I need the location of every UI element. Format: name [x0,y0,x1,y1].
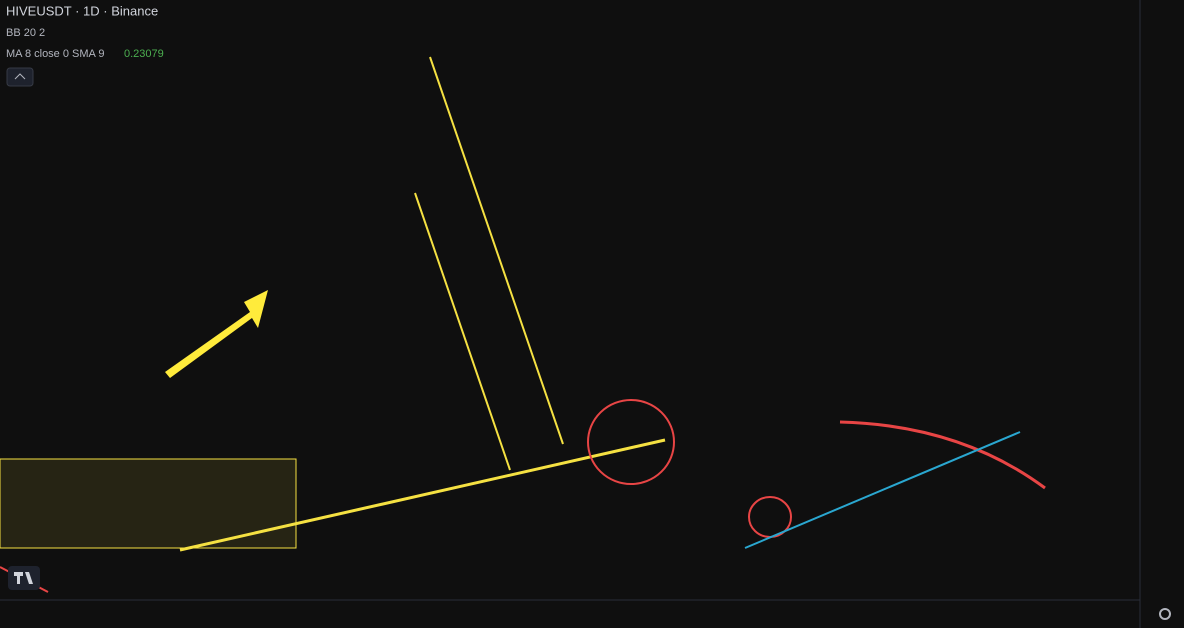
collapse-button[interactable] [6,67,34,87]
trend-line [179,438,666,552]
collapse-icon [14,73,26,80]
drawings [0,56,1046,593]
logo [8,566,40,590]
indicator-label: BB 20 2 [6,27,45,39]
arrow [165,290,268,378]
channel-line [414,192,511,471]
symbol-title: HIVEUSDT · 1D · Binance [6,3,158,18]
trend-line [744,431,1021,549]
indicator-label: MA 8 close 0 SMA 9 [6,48,104,60]
header: HIVEUSDT · 1D · Binance BB 20 2 MA 8 clo… [6,3,1171,620]
settings-button[interactable] [1159,608,1171,620]
channel-line [429,56,564,445]
logo-mark [14,572,33,584]
indicator-value: 0.23079 [124,48,164,60]
arc-line [839,420,1046,490]
range-box [0,458,297,549]
circle [587,399,675,485]
